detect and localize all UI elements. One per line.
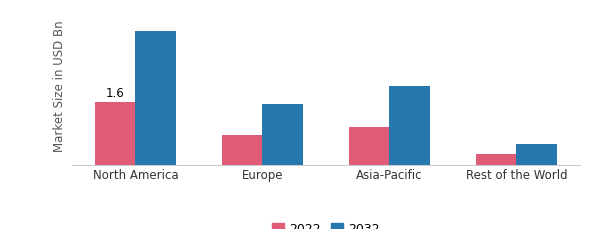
Y-axis label: Market Size in USD Bn: Market Size in USD Bn — [53, 20, 66, 152]
Bar — [95, 102, 136, 165]
Bar — [349, 127, 389, 165]
Bar — [475, 154, 516, 165]
Legend: 2022, 2032: 2022, 2032 — [267, 218, 385, 229]
Bar — [263, 104, 303, 165]
Bar — [389, 86, 430, 165]
Text: 1.6: 1.6 — [106, 87, 124, 100]
Bar — [222, 135, 263, 165]
Bar — [136, 31, 176, 165]
Bar — [516, 144, 557, 165]
